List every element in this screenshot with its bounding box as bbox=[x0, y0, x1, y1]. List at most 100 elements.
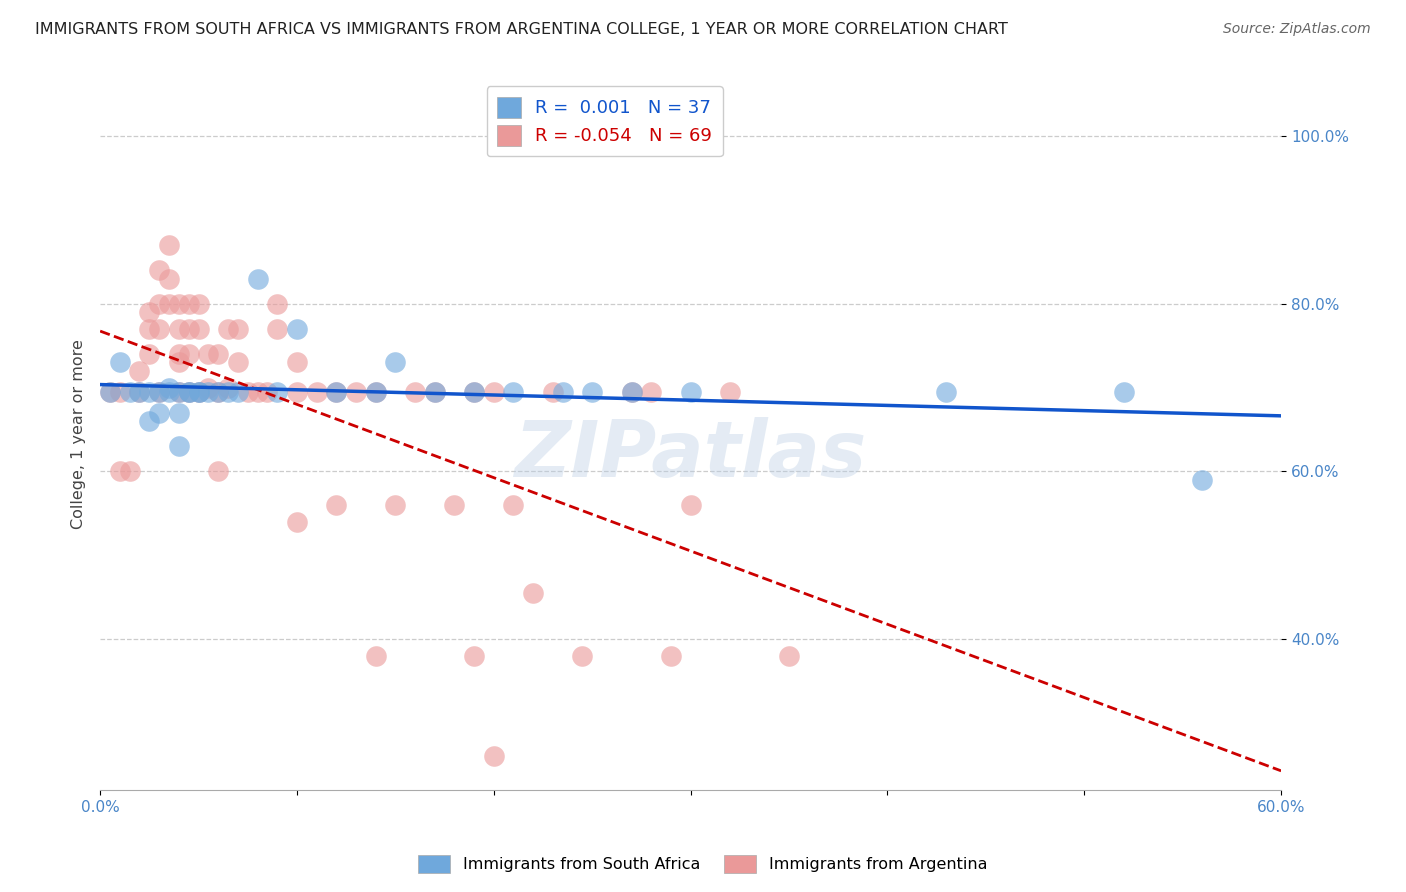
Point bbox=[148, 384, 170, 399]
Point bbox=[266, 297, 288, 311]
Point bbox=[423, 384, 446, 399]
Point bbox=[463, 384, 485, 399]
Point bbox=[364, 384, 387, 399]
Point bbox=[226, 384, 249, 399]
Point bbox=[197, 347, 219, 361]
Point bbox=[148, 297, 170, 311]
Point bbox=[571, 648, 593, 663]
Point bbox=[207, 347, 229, 361]
Point bbox=[344, 384, 367, 399]
Text: ZIPatlas: ZIPatlas bbox=[515, 417, 866, 493]
Point bbox=[197, 384, 219, 399]
Point bbox=[679, 498, 702, 512]
Point bbox=[226, 355, 249, 369]
Point bbox=[138, 347, 160, 361]
Point bbox=[187, 384, 209, 399]
Legend: R =  0.001   N = 37, R = -0.054   N = 69: R = 0.001 N = 37, R = -0.054 N = 69 bbox=[486, 87, 723, 156]
Point bbox=[108, 464, 131, 478]
Point bbox=[246, 384, 269, 399]
Point bbox=[108, 355, 131, 369]
Point bbox=[167, 439, 190, 453]
Point bbox=[541, 384, 564, 399]
Text: IMMIGRANTS FROM SOUTH AFRICA VS IMMIGRANTS FROM ARGENTINA COLLEGE, 1 YEAR OR MOR: IMMIGRANTS FROM SOUTH AFRICA VS IMMIGRAN… bbox=[35, 22, 1008, 37]
Point bbox=[128, 364, 150, 378]
Point bbox=[177, 384, 200, 399]
Point bbox=[364, 384, 387, 399]
Point bbox=[620, 384, 643, 399]
Text: Source: ZipAtlas.com: Source: ZipAtlas.com bbox=[1223, 22, 1371, 37]
Point bbox=[620, 384, 643, 399]
Point bbox=[236, 384, 259, 399]
Point bbox=[285, 515, 308, 529]
Point bbox=[217, 322, 239, 336]
Point bbox=[640, 384, 662, 399]
Point bbox=[148, 263, 170, 277]
Point bbox=[187, 384, 209, 399]
Point bbox=[167, 406, 190, 420]
Point bbox=[207, 384, 229, 399]
Point bbox=[128, 384, 150, 399]
Point bbox=[118, 464, 141, 478]
Point bbox=[167, 355, 190, 369]
Point bbox=[138, 384, 160, 399]
Point bbox=[285, 384, 308, 399]
Point bbox=[935, 384, 957, 399]
Point bbox=[1191, 473, 1213, 487]
Point bbox=[502, 498, 524, 512]
Point bbox=[108, 384, 131, 399]
Point bbox=[325, 498, 347, 512]
Legend: Immigrants from South Africa, Immigrants from Argentina: Immigrants from South Africa, Immigrants… bbox=[412, 848, 994, 880]
Point bbox=[1112, 384, 1135, 399]
Point bbox=[463, 384, 485, 399]
Point bbox=[325, 384, 347, 399]
Point bbox=[285, 355, 308, 369]
Point bbox=[138, 414, 160, 428]
Point bbox=[305, 384, 328, 399]
Point bbox=[148, 322, 170, 336]
Point bbox=[551, 384, 574, 399]
Point bbox=[266, 384, 288, 399]
Point bbox=[177, 347, 200, 361]
Point bbox=[98, 384, 121, 399]
Point bbox=[167, 322, 190, 336]
Point bbox=[167, 347, 190, 361]
Point bbox=[167, 297, 190, 311]
Point bbox=[217, 380, 239, 394]
Point bbox=[384, 498, 406, 512]
Point bbox=[246, 271, 269, 285]
Point bbox=[502, 384, 524, 399]
Point bbox=[581, 384, 603, 399]
Point bbox=[778, 648, 800, 663]
Point bbox=[217, 384, 239, 399]
Point bbox=[266, 322, 288, 336]
Point bbox=[207, 384, 229, 399]
Point bbox=[463, 648, 485, 663]
Point bbox=[207, 464, 229, 478]
Point bbox=[384, 355, 406, 369]
Point bbox=[118, 384, 141, 399]
Point bbox=[157, 380, 180, 394]
Point bbox=[167, 384, 190, 399]
Point bbox=[226, 322, 249, 336]
Y-axis label: College, 1 year or more: College, 1 year or more bbox=[72, 339, 86, 529]
Point bbox=[177, 322, 200, 336]
Point bbox=[443, 498, 465, 512]
Point bbox=[157, 238, 180, 252]
Point bbox=[157, 384, 180, 399]
Point bbox=[148, 384, 170, 399]
Point bbox=[482, 384, 505, 399]
Point bbox=[128, 384, 150, 399]
Point bbox=[177, 384, 200, 399]
Point bbox=[148, 406, 170, 420]
Point bbox=[256, 384, 278, 399]
Point bbox=[404, 384, 426, 399]
Point bbox=[157, 297, 180, 311]
Point bbox=[98, 384, 121, 399]
Point bbox=[364, 648, 387, 663]
Point bbox=[138, 322, 160, 336]
Point bbox=[659, 648, 682, 663]
Point bbox=[187, 322, 209, 336]
Point bbox=[718, 384, 741, 399]
Point bbox=[177, 384, 200, 399]
Point bbox=[177, 297, 200, 311]
